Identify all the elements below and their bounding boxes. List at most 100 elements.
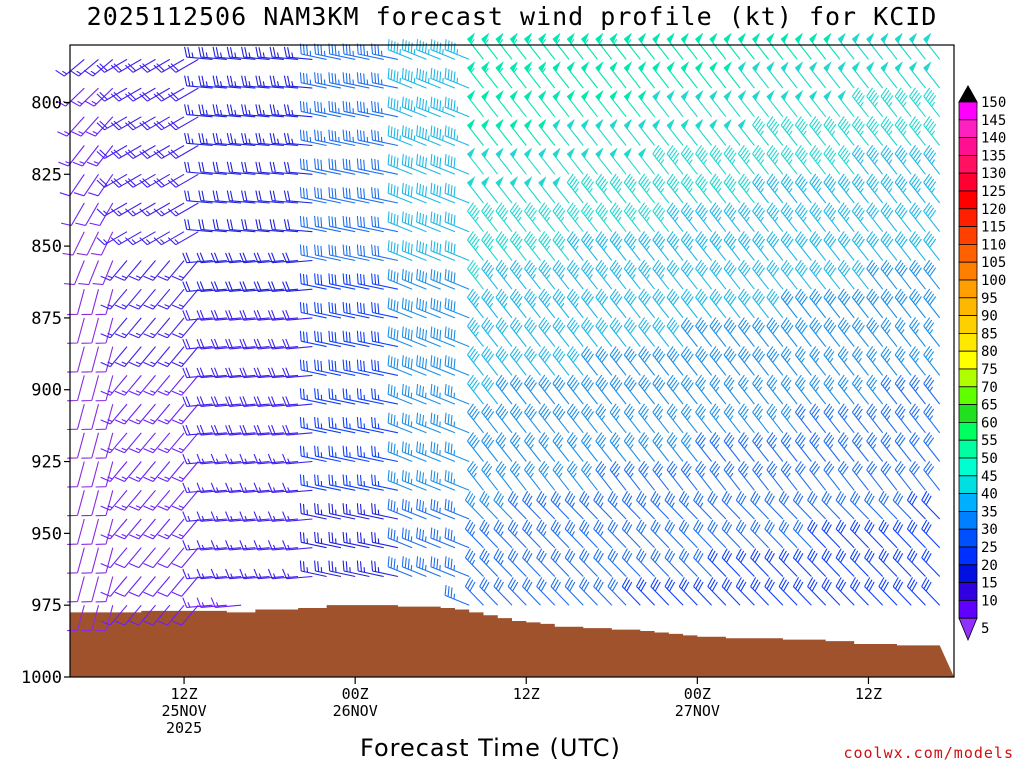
wind-barb [638,33,656,60]
wind-barb [809,288,827,319]
wind-barb [807,490,827,520]
wind-barb-shaft [894,231,912,261]
wind-barb-shaft [184,75,213,89]
wind-barb [766,231,784,261]
wind-barb-shaft [387,412,413,434]
wind-barb-shaft [780,288,798,319]
wind-barb-shaft [299,388,327,405]
wind-barb [371,187,399,204]
wind-barb-shaft [444,412,470,434]
wind-barb [709,173,727,204]
wind-barb-shaft [253,281,284,292]
wind-barb [807,577,827,606]
wind-barb [623,33,641,60]
wind-barb [552,33,570,60]
wind-barb-shaft [371,215,399,233]
wind-barb-flag [581,119,589,130]
wind-barb [909,374,926,405]
wind-barb [609,460,627,491]
wind-barb [579,548,598,577]
credit-link[interactable]: coolwx.com/models [843,744,1014,762]
wind-barb-shaft [444,211,470,233]
wind-barb-flag [467,147,475,159]
wind-barb-shaft [906,548,926,577]
wind-barb-shaft [314,158,342,175]
wind-barb-shaft [695,374,713,405]
wind-barb [210,568,242,580]
wind-barb [652,61,670,89]
wind-barb [638,231,656,261]
wind-barb [766,89,784,118]
wind-barb [823,403,841,434]
wind-barb [128,604,156,626]
wind-barb-shaft [100,375,128,396]
wind-barb-shaft [91,231,114,256]
x-axis-label: Forecast Time (UTC) [360,734,621,762]
wind-barb-flag [794,33,803,44]
wind-barb-flag [794,89,804,101]
wind-barb-shaft [387,125,413,147]
wind-barb-flag [737,89,747,101]
wind-barb [314,445,342,463]
wind-barb [737,89,755,118]
wind-barb [479,577,499,606]
wind-barb [328,474,356,491]
wind-barb [664,548,684,577]
wind-barb [849,519,869,549]
wind-barb [766,403,784,434]
wind-barb [444,96,470,118]
wind-barb [171,547,199,569]
wind-barb [652,144,670,175]
wind-barb [880,460,898,491]
wind-barb-shaft [595,259,613,290]
wind-barb [894,374,912,405]
wind-barb [157,288,185,310]
wind-barb-shaft [794,144,812,175]
wind-barb [678,490,698,520]
wind-barb-shaft [807,577,827,606]
wind-barb-shaft [524,374,541,405]
wind-barb-flag [623,89,633,101]
wind-barb-shaft [851,374,869,405]
wind-barb-shaft [342,43,370,60]
wind-barb [493,548,513,577]
wind-barb [723,346,741,376]
wind-barb [837,61,855,89]
wind-barb-shaft [81,289,100,316]
wind-barb [495,288,513,319]
wind-barb-shaft [666,432,684,462]
wind-barb-shaft [387,441,413,463]
wind-barb-shaft [735,548,755,577]
wind-barb-flag [695,33,703,44]
wind-barb-shaft [752,288,770,319]
wind-barb-shaft [342,388,370,405]
wind-barb-shaft [282,367,313,379]
wind-barb-shaft [837,144,855,175]
wind-barb [638,202,656,233]
wind-barb [269,75,299,89]
colorbar: 1501451401351301251201151101051009590858… [958,84,1006,642]
wind-barb-shaft [851,460,869,491]
wind-barb [707,548,727,577]
wind-barb-flag [609,119,618,130]
wind-barb-shaft [416,67,441,89]
wind-barb-shaft [356,560,384,578]
wind-barb [212,132,242,147]
wind-barb-shaft [894,374,912,405]
wind-barb-shaft [444,326,470,348]
wind-barb-shaft [81,547,100,574]
wind-barb [666,460,684,491]
wind-barb [923,231,941,261]
x-tick-label: 27NOV [675,702,720,720]
wind-barb [76,231,99,256]
wind-barb-shaft [652,173,670,204]
wind-barb-flag [467,89,476,101]
wind-barb-shaft [579,490,598,520]
wind-barb [182,252,213,264]
wind-barb [737,288,755,319]
wind-barb [792,490,812,520]
wind-barb [430,268,456,290]
colorbar-label: 55 [981,433,998,449]
wind-barb [823,116,841,146]
wind-barb-shaft [866,288,884,319]
